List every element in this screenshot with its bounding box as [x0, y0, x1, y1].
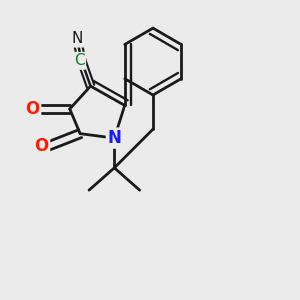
Text: N: N — [107, 129, 121, 147]
Text: N: N — [71, 31, 83, 46]
Text: O: O — [26, 100, 40, 118]
Text: O: O — [34, 137, 49, 155]
Text: C: C — [74, 53, 85, 68]
